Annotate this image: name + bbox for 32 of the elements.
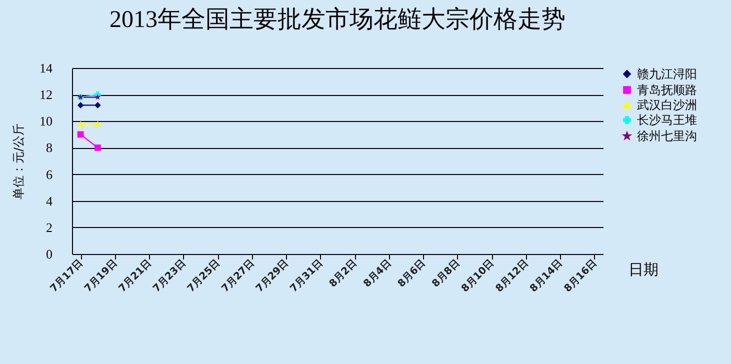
y-tick-label: 12 — [40, 87, 52, 102]
y-tick-label: 6 — [46, 166, 53, 182]
y-tick-label: 14 — [40, 60, 53, 76]
x-tick-label: 8月6日 — [396, 258, 428, 290]
y-tick-label: 10 — [40, 114, 52, 129]
x-tick-label: 8月4日 — [362, 258, 394, 290]
x-tick-label: 7月21日 — [117, 258, 154, 295]
x-axis-title: 日期 — [628, 260, 658, 278]
legend-label: 青岛抚顺路 — [637, 83, 697, 97]
point — [77, 131, 84, 138]
x-tick-label: 8月2日 — [328, 258, 360, 290]
x-tick-label: 8月14日 — [528, 258, 565, 295]
chart-title: 2013年全国主要批发市场花鲢大宗价格走势 — [110, 6, 566, 33]
legend-label: 赣九江浔阳 — [637, 67, 697, 81]
y-axis-title: 单位：元/公斤 — [12, 123, 26, 200]
point — [94, 94, 101, 100]
y-tick-label: 2 — [46, 220, 52, 235]
x-tick-label: 7月31日 — [288, 258, 326, 295]
point — [94, 102, 101, 108]
x-tick-label: 8月16日 — [562, 258, 600, 295]
x-tick-label: 7月25日 — [186, 258, 222, 295]
x-tick-label: 7月29日 — [254, 258, 291, 295]
y-tick-label: 8 — [46, 140, 52, 156]
point — [77, 102, 84, 108]
point — [94, 144, 101, 151]
y-tick-label: 4 — [46, 193, 53, 208]
legend-label: 武汉白沙洲 — [637, 98, 697, 112]
legend-label: 徐州七里沟 — [637, 129, 697, 143]
x-tick-label: 8月12日 — [494, 258, 531, 295]
x-tick-label: 8月10日 — [460, 258, 496, 295]
legend-label: 长沙马王堆 — [637, 113, 697, 127]
x-tick-label: 8月8日 — [430, 258, 462, 290]
